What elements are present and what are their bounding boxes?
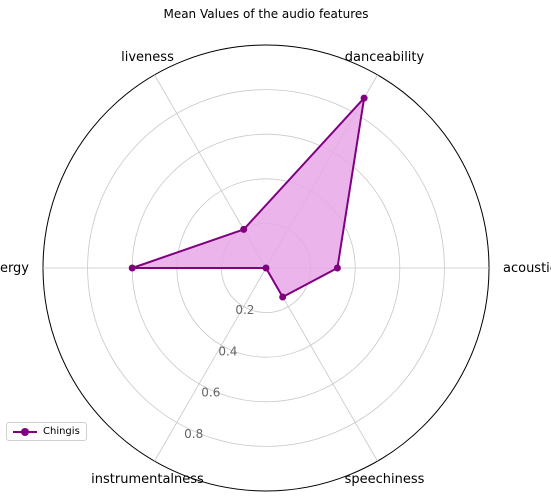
data-point — [360, 94, 368, 102]
legend: Chingis — [6, 422, 87, 441]
legend-marker-icon — [13, 427, 37, 437]
radial-tick-label: 0.4 — [218, 344, 237, 358]
radial-tick-label: 0.8 — [184, 427, 203, 441]
data-point — [240, 225, 248, 233]
radial-tick-label: 0.2 — [235, 303, 254, 317]
series-area — [132, 98, 365, 297]
radial-tick-label: 0.6 — [201, 386, 220, 400]
data-point — [333, 264, 341, 272]
legend-label: Chingis — [43, 426, 80, 437]
data-point — [128, 264, 136, 272]
category-label: danceability — [345, 50, 425, 65]
data-point — [262, 264, 270, 272]
spoke-line — [154, 267, 267, 462]
category-label: liveness — [121, 50, 174, 65]
category-label: instrumentalness — [91, 472, 204, 487]
radial-tick-labels: 0.2 0.4 0.6 0.8 — [184, 303, 254, 441]
series — [128, 94, 368, 301]
category-label: energy — [0, 261, 29, 276]
data-point — [279, 293, 287, 301]
category-labels: acousticness danceability liveness energy in… — [0, 50, 551, 487]
chart-title: Mean Values of the audio features — [163, 7, 368, 21]
category-label: speechiness — [345, 472, 425, 487]
category-label: acousticness — [503, 261, 551, 276]
spoke-line — [265, 267, 378, 462]
